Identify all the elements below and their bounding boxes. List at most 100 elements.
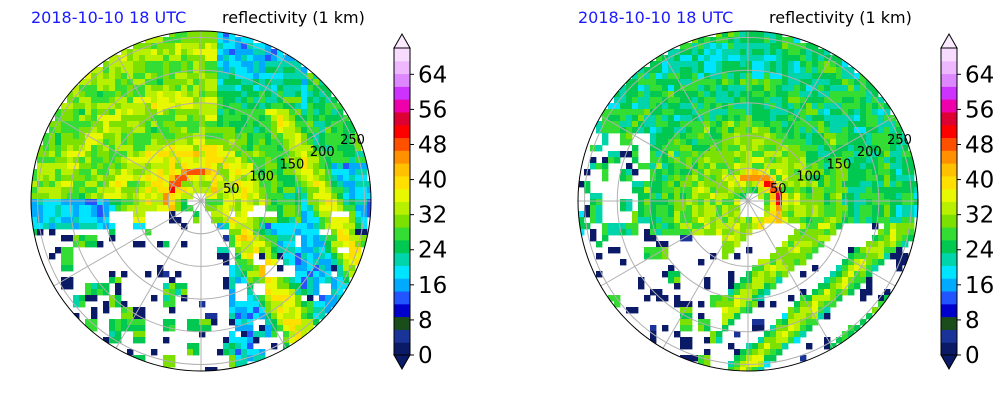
reflectivity-cell	[49, 145, 56, 152]
reflectivity-cell	[734, 313, 741, 320]
azimuth-line	[200, 115, 349, 202]
reflectivity-cell	[866, 205, 873, 212]
reflectivity-cell	[668, 199, 675, 206]
reflectivity-cell	[289, 253, 296, 260]
reflectivity-cell	[193, 97, 200, 104]
reflectivity-cell	[61, 235, 68, 242]
reflectivity-cell	[367, 205, 371, 212]
reflectivity-cell	[205, 37, 212, 44]
reflectivity-cell	[722, 43, 729, 50]
reflectivity-cell	[812, 181, 819, 188]
reflectivity-cell	[199, 145, 206, 152]
reflectivity-cell	[235, 73, 242, 80]
reflectivity-cell	[265, 109, 272, 116]
reflectivity-cell	[728, 283, 735, 290]
reflectivity-cell	[151, 43, 158, 50]
reflectivity-cell	[836, 211, 843, 218]
reflectivity-cell	[836, 55, 843, 62]
reflectivity-cell	[896, 217, 903, 224]
reflectivity-cell	[121, 193, 128, 200]
reflectivity-cell	[800, 181, 807, 188]
reflectivity-cell	[343, 283, 350, 290]
reflectivity-cell	[61, 157, 68, 164]
reflectivity-cell	[313, 193, 320, 200]
reflectivity-cell	[301, 115, 308, 122]
reflectivity-cell	[277, 91, 284, 98]
reflectivity-cell	[704, 37, 711, 44]
reflectivity-cell	[776, 259, 783, 266]
reflectivity-cell	[157, 67, 164, 74]
reflectivity-cell	[97, 289, 104, 296]
reflectivity-cell	[331, 295, 338, 302]
reflectivity-cell	[692, 145, 699, 152]
reflectivity-cell	[139, 85, 146, 92]
reflectivity-cell	[908, 163, 915, 170]
reflectivity-cell	[704, 283, 711, 290]
reflectivity-cell	[61, 115, 68, 122]
reflectivity-cell	[295, 163, 302, 170]
reflectivity-cell	[614, 109, 621, 116]
reflectivity-cell	[73, 103, 80, 110]
reflectivity-cell	[181, 187, 188, 194]
reflectivity-cell	[884, 199, 891, 206]
reflectivity-cell	[235, 37, 242, 44]
colorbar-segment	[941, 252, 957, 266]
reflectivity-cell	[800, 241, 807, 248]
reflectivity-cell	[265, 121, 272, 128]
reflectivity-cell	[704, 217, 711, 224]
reflectivity-cell	[638, 115, 645, 122]
reflectivity-cell	[788, 199, 795, 206]
reflectivity-cell	[241, 181, 248, 188]
reflectivity-cell	[109, 163, 116, 170]
reflectivity-cell	[842, 265, 849, 272]
reflectivity-cell	[626, 109, 633, 116]
reflectivity-cell	[247, 163, 254, 170]
reflectivity-cell	[686, 55, 693, 62]
reflectivity-cell	[157, 121, 164, 128]
reflectivity-cell	[73, 223, 80, 230]
reflectivity-cell	[211, 319, 218, 326]
reflectivity-cell	[848, 121, 855, 128]
reflectivity-cell	[199, 133, 206, 140]
colorbar-segment	[941, 99, 957, 113]
reflectivity-cell	[776, 217, 783, 224]
reflectivity-cell	[872, 163, 879, 170]
reflectivity-cell	[349, 175, 356, 182]
reflectivity-cell	[818, 313, 825, 320]
reflectivity-cell	[37, 157, 44, 164]
reflectivity-cell	[49, 253, 56, 260]
reflectivity-cell	[97, 109, 104, 116]
reflectivity-cell	[902, 169, 909, 176]
reflectivity-cell	[133, 91, 140, 98]
reflectivity-cell	[716, 145, 723, 152]
reflectivity-cell	[229, 91, 236, 98]
reflectivity-cell	[890, 223, 897, 230]
reflectivity-cell	[85, 283, 92, 290]
reflectivity-cell	[241, 229, 248, 236]
reflectivity-cell	[265, 199, 272, 206]
reflectivity-cell	[878, 139, 885, 146]
reflectivity-cell	[800, 145, 807, 152]
reflectivity-cell	[301, 67, 308, 74]
reflectivity-cell	[343, 139, 350, 146]
reflectivity-cell	[680, 79, 687, 86]
reflectivity-cell	[187, 85, 194, 92]
reflectivity-cell	[169, 319, 176, 326]
reflectivity-cell	[79, 103, 86, 110]
reflectivity-cell	[259, 73, 266, 80]
reflectivity-cell	[103, 133, 110, 140]
reflectivity-cell	[914, 205, 918, 212]
reflectivity-cell	[710, 331, 717, 338]
reflectivity-cell	[151, 175, 158, 182]
reflectivity-cell	[746, 97, 753, 104]
reflectivity-cell	[229, 85, 236, 92]
reflectivity-cell	[734, 115, 741, 122]
reflectivity-cell	[169, 31, 176, 38]
reflectivity-cell	[818, 175, 825, 182]
reflectivity-cell	[704, 199, 711, 206]
reflectivity-cell	[782, 157, 789, 164]
reflectivity-cell	[890, 163, 897, 170]
reflectivity-cell	[235, 55, 242, 62]
reflectivity-cell	[800, 43, 807, 50]
reflectivity-cell	[584, 223, 591, 230]
